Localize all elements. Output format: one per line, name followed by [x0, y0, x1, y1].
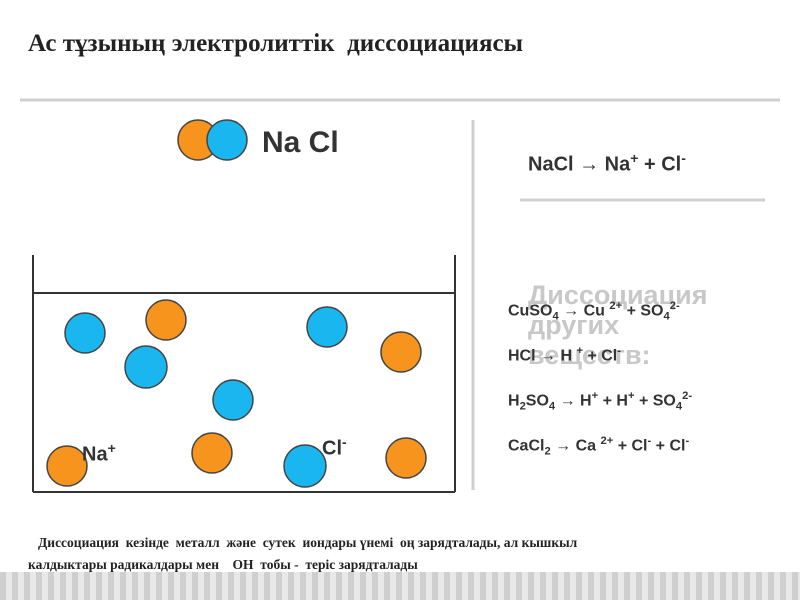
- equation-part: → H: [555, 392, 592, 410]
- ions: [46, 119, 427, 488]
- equation-part: 2+: [600, 435, 614, 447]
- ion-label: Cl-: [322, 434, 347, 461]
- equation-part: 2: [544, 445, 551, 458]
- equation-part: CaCl: [508, 437, 545, 455]
- equation-part: 4: [548, 400, 556, 413]
- equation-part: +: [627, 390, 635, 402]
- equation-part: → Ca: [550, 437, 601, 455]
- equation-part: +: [630, 150, 639, 166]
- heading: Диссоциация других веществ:: [528, 280, 708, 370]
- equation-part: + SO: [634, 392, 676, 410]
- equation-part: → Cu: [558, 302, 610, 320]
- heading-line: Диссоциация: [528, 280, 708, 310]
- equation-part: 2-: [682, 390, 693, 402]
- equation-part: 4: [663, 310, 670, 323]
- equation-part: 4: [675, 400, 683, 413]
- ion-symbol: Cl: [322, 437, 342, 460]
- footer: Диссоциация кезінде металл және сутек ио…: [28, 532, 577, 576]
- ion-symbol: Na: [82, 443, 108, 466]
- equation-part: H: [508, 392, 520, 410]
- footer-line: Диссоциация кезінде металл және сутек ио…: [38, 535, 578, 550]
- ion-charge: +: [107, 440, 116, 456]
- equation-part: +: [591, 390, 599, 402]
- equation: H2SO4 → H+ + H+ + SO42-: [508, 390, 692, 413]
- equation: CaCl2 → Ca 2+ + Cl- + Cl-: [508, 435, 689, 458]
- equation-part: HCl → H: [508, 347, 577, 365]
- formula-label: Na Cl: [262, 126, 339, 159]
- equation: CuSO4 → Cu 2+ + SO42-: [508, 300, 680, 323]
- equation-part: + Cl: [638, 153, 682, 176]
- equation-part: + Cl: [613, 437, 648, 455]
- heading-line: других: [528, 310, 620, 340]
- equation-part: 4: [552, 310, 559, 323]
- equation-part: + H: [598, 392, 628, 410]
- equation-part: SO: [525, 392, 549, 410]
- main-equation: NaCl → Na+ + Cl-: [528, 150, 686, 177]
- ion-label: Na+: [82, 440, 116, 467]
- equation-part: 2-: [669, 300, 680, 312]
- beaker: [32, 255, 456, 493]
- equation-part: 2+: [609, 300, 623, 312]
- footer-line: калдыктары радикалдары мен ОН тобы - тер…: [28, 557, 418, 572]
- footer-band: [0, 572, 800, 600]
- equation-part: CuSO: [508, 302, 553, 320]
- equation-part: -: [685, 435, 690, 447]
- equation-part: -: [647, 435, 652, 447]
- equation-part: + Cl: [651, 437, 686, 455]
- equation-part: + Cl: [583, 347, 618, 365]
- equation-part: -: [617, 345, 621, 357]
- equation: HCl → H + + Cl-: [508, 345, 621, 365]
- title: Ас тұзының электролиттік диссоциациясы: [28, 30, 524, 57]
- equation-part: + SO: [622, 302, 664, 320]
- equation-part: NaCl → Na: [528, 153, 631, 176]
- heading-line: веществ:: [528, 340, 651, 370]
- ion-charge: -: [342, 434, 347, 450]
- equation-part: +: [576, 345, 583, 357]
- equation-part: 2: [519, 400, 526, 413]
- equation-part: -: [681, 150, 686, 166]
